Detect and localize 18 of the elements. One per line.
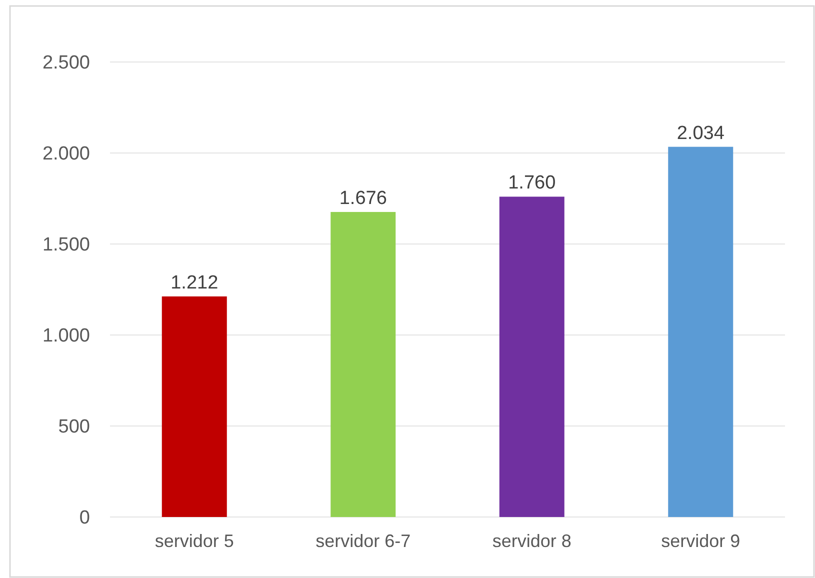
data-label: 1.212	[170, 272, 218, 294]
x-tick-label: servidor 9	[661, 531, 740, 551]
data-label: 1.676	[339, 188, 387, 209]
x-tick-label: servidor 8	[492, 531, 572, 551]
y-tick-label: 2.500	[42, 52, 90, 74]
y-tick-label: 0	[79, 508, 90, 529]
data-label: 1.760	[508, 172, 556, 194]
data-label: 2.034	[676, 122, 725, 144]
y-tick-label: 1.000	[42, 326, 90, 347]
x-tick-label: servidor 6-7	[316, 531, 411, 551]
y-tick-label: 2.000	[42, 144, 90, 165]
bar	[668, 146, 734, 517]
y-tick-label: 500	[58, 416, 90, 438]
x-tick-label: servidor 5	[154, 531, 234, 551]
bar	[162, 296, 227, 517]
bar	[499, 196, 564, 517]
y-tick-label: 1.500	[42, 234, 90, 256]
bar	[330, 212, 396, 517]
